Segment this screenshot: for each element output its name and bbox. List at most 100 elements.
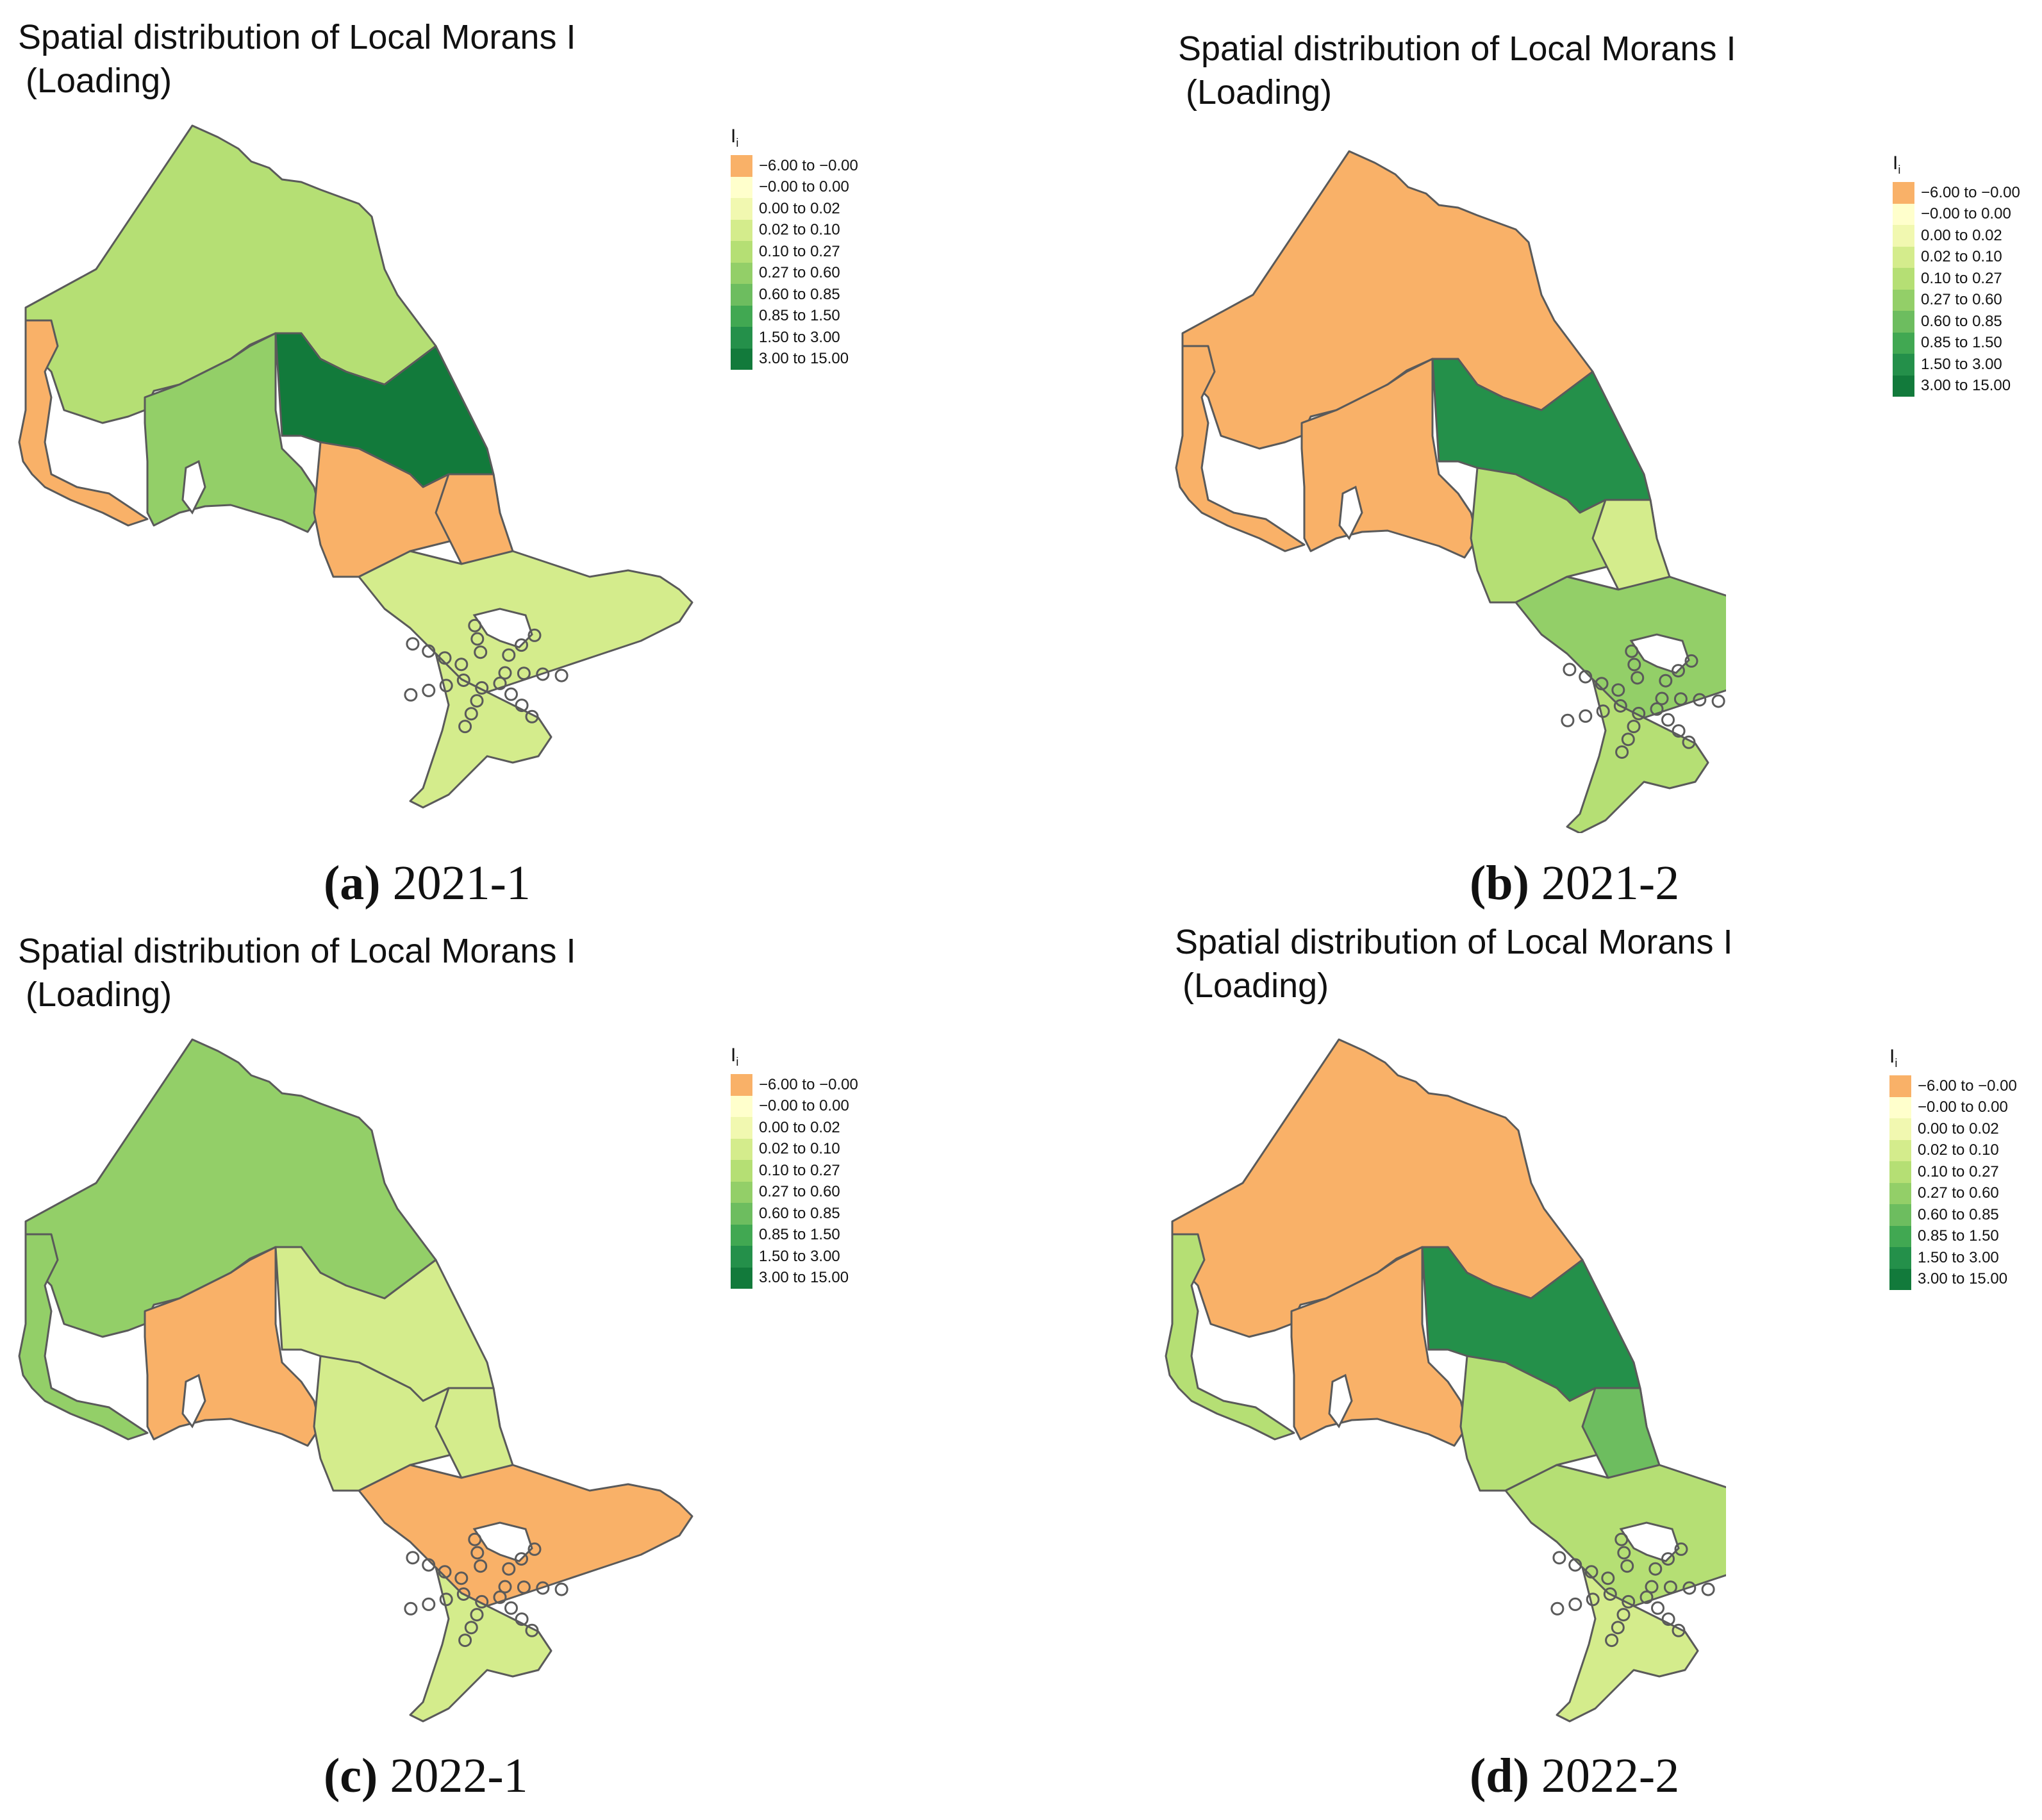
legend-item: 0.60 to 0.85 [731,284,858,306]
legend-swatch [1889,1096,1911,1118]
municipal-border [1579,670,1593,684]
legend-item: 3.00 to 15.00 [1893,375,2020,397]
municipal-border [527,628,542,642]
legend-item: 0.60 to 0.85 [1889,1204,2017,1226]
municipal-border [1684,654,1698,668]
legend-label: 0.00 to 0.02 [759,199,840,217]
municipal-border [517,666,531,681]
municipal-border [1622,1594,1636,1609]
municipal-border [1650,702,1664,716]
legend-item: 0.02 to 0.10 [1889,1139,2017,1161]
municipal-border [470,632,485,646]
legend-item: 0.10 to 0.27 [731,241,858,263]
legend-label: 0.60 to 0.85 [1918,1205,1999,1223]
municipal-border [1711,694,1725,708]
municipal-border [406,637,420,651]
municipal-border [1673,692,1688,706]
region-west [1165,1233,1295,1441]
legend-label: 0.60 to 0.85 [759,1204,840,1222]
legend-swatch [731,1117,752,1139]
municipal-border [525,1623,539,1637]
map-panel-a: Spatial distribution of Local Morans I (… [0,0,1021,910]
choropleth-map [1165,1038,1726,1723]
legend-item: 1.50 to 3.00 [1889,1247,2017,1269]
map-panel-c: Spatial distribution of Local Morans I (… [0,910,1021,1820]
legend-title: Ii [1893,153,1901,176]
legend-swatch [1893,182,1914,204]
region-east-block [1591,499,1671,591]
municipal-border [1613,699,1627,713]
municipal-border [1611,683,1625,697]
legend-item: 1.50 to 3.00 [731,1246,858,1268]
choropleth-map [18,1038,693,1723]
lake-1 [1338,485,1363,540]
municipal-border [454,658,469,672]
legend-swatch [731,155,752,177]
legend-label: 0.02 to 0.10 [759,1140,840,1158]
municipal-border [536,667,550,681]
legend-item: 0.27 to 0.60 [1893,289,2020,311]
legend-swatch [1893,332,1914,354]
municipal-border [468,1532,482,1546]
municipal-border [422,1597,436,1611]
legend-swatch [1889,1225,1911,1247]
municipal-border [454,1571,469,1585]
legend-label: 3.00 to 15.00 [759,350,849,368]
legend-label: −0.00 to 0.00 [1921,205,2011,223]
municipal-border [554,668,569,682]
choropleth-map [18,124,693,809]
legend-swatch [731,241,752,263]
legend-swatch [1889,1161,1911,1183]
municipal-border [422,1558,436,1572]
municipal-border [1595,677,1609,691]
legend-swatch [731,1267,752,1289]
legend-item: 0.27 to 0.60 [1889,1182,2017,1204]
legend-item: 1.50 to 3.00 [1893,354,2020,376]
municipal-border [458,720,472,734]
legend-label: 0.00 to 0.02 [1921,226,2002,244]
legend-item: −0.00 to 0.00 [731,176,858,198]
municipal-border [1627,720,1641,734]
municipal-border [468,618,482,633]
municipal-border [475,681,489,695]
legend-label: 3.00 to 15.00 [1918,1270,2008,1288]
map-legend: Ii −6.00 to −0.00 −0.00 to 0.00 0.00 to 0.0… [731,1045,858,1289]
municipal-border [554,1582,569,1596]
legend-label: 0.27 to 0.60 [1921,291,2002,309]
map-legend: Ii −6.00 to −0.00 −0.00 to 0.00 0.00 to 0.0… [731,126,858,370]
municipal-border [1701,1582,1715,1596]
legend-label: −6.00 to −0.00 [1918,1077,2017,1095]
municipal-border [1620,1559,1634,1573]
legend-label: 0.10 to 0.27 [1918,1162,1999,1180]
municipal-border [502,1562,516,1576]
legend-title: Ii [731,1045,739,1068]
municipal-border [1568,1597,1582,1611]
legend-label: 1.50 to 3.00 [759,1247,840,1265]
panel-caption: (a) 2021-1 [324,856,531,910]
municipal-border [404,1601,418,1616]
municipal-border [1639,1590,1654,1604]
region-west [1175,345,1306,552]
legend-label: −0.00 to 0.00 [1918,1098,2008,1116]
legend-item: 0.02 to 0.10 [731,219,858,241]
municipal-border [1627,658,1641,672]
legend-item: 3.00 to 15.00 [1889,1268,2017,1290]
legend-item: −6.00 to −0.00 [1889,1075,2017,1097]
choropleth-map [1175,150,1726,833]
legend-item: 0.85 to 1.50 [731,1224,858,1246]
municipal-border [1672,1623,1686,1637]
municipal-border [470,694,484,708]
legend-swatch [1889,1268,1911,1290]
municipal-border [527,1542,542,1556]
municipal-border [515,699,529,713]
legend-label: 0.02 to 0.10 [759,221,840,239]
municipal-border [475,1594,489,1609]
legend-swatch [731,1160,752,1182]
legend-swatch [731,1246,752,1268]
legend-item: 0.10 to 0.27 [1893,268,2020,290]
municipal-border [1605,1634,1619,1648]
legend-item: 0.00 to 0.02 [1893,225,2020,247]
legend-swatch [731,176,752,198]
lake-1 [1328,1373,1353,1428]
legend-label: 0.10 to 0.27 [1921,269,2002,287]
